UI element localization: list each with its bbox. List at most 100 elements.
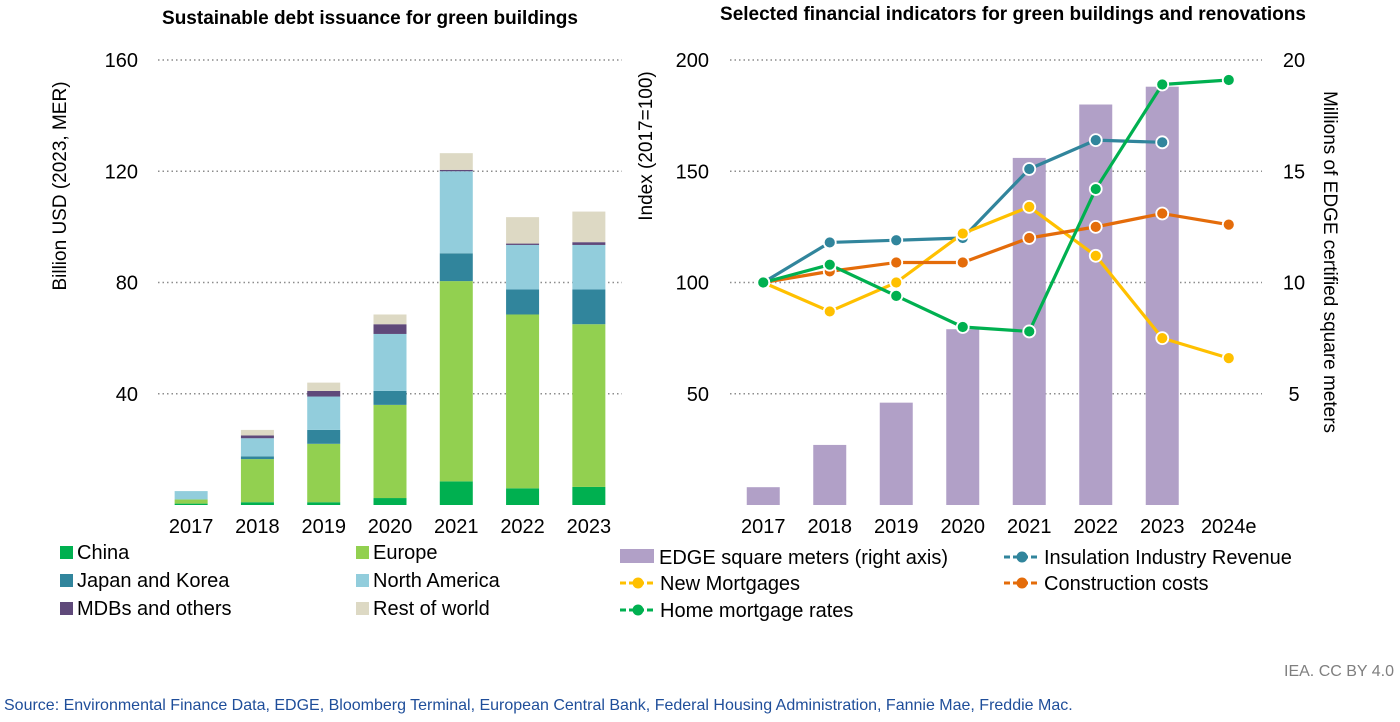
line-home-mortgage-rates [762,78,1229,334]
bar-europe-2021 [439,281,473,482]
right-chart: Selected financial indicators for green … [620,4,1340,622]
bar-edge-square-meters-2019 [879,402,913,505]
left-y-tick-80: 80 [116,273,138,295]
point-insulation-industry-revenue-2021 [1022,162,1037,176]
bar-north-america-2018 [240,438,274,457]
bar-edge-square-meters-2018 [813,444,847,505]
point-construction-costs-2023 [1155,206,1170,221]
legend-label-mdbs-and-others: MDBs and others [77,598,232,620]
bar-china-2022 [506,488,540,505]
left-x-tick-2017: 2017 [169,516,214,538]
left-x-tick-2023: 2023 [567,516,612,538]
legend-marker-home-mortgage-rates [632,604,644,616]
bar-rest-of-world-2021 [439,153,473,170]
left-x-ticks: 2017 2018 2019 2020 2021 2022 2023 [169,516,611,538]
bar-europe-2023 [572,324,606,487]
right-y-tick-150: 150 [676,161,709,183]
right-x-tick-2024e: 2024e [1201,516,1257,538]
point-new-mortgages-2020 [955,226,970,241]
legend-swatch-edge-square-meters [620,549,654,563]
bar-north-america-2022 [506,244,540,290]
bar-north-america-2019 [307,396,341,430]
bar-japan-and-korea-2022 [506,289,540,315]
bar-edge-square-meters-2022 [1079,104,1113,505]
point-construction-costs-2022 [1088,219,1103,234]
bar-china-2018 [240,502,274,505]
legend-marker-new-mortgages [632,577,644,589]
bar-north-america-2021 [439,171,473,254]
bar-japan-and-korea-2023 [572,289,606,325]
bar-china-2017 [174,503,208,505]
right-y-tick-200: 200 [676,50,709,72]
bar-china-2019 [307,502,341,505]
point-home-mortgage-rates-2021 [1022,324,1037,339]
bar-north-america-2017 [174,491,208,500]
point-construction-costs-2019 [889,255,904,270]
right-gridlines [730,59,1262,395]
point-new-mortgages-2024e [1221,351,1236,366]
legend-label-home-mortgage-rates: Home mortgage rates [660,600,853,622]
legend-label-europe: Europe [373,542,438,564]
legend-marker-construction-costs [1016,577,1028,589]
bar-rest-of-world-2022 [506,217,540,244]
bar-china-2021 [439,481,473,505]
bar-japan-and-korea-2018 [240,456,274,460]
legend-label-new-mortgages: New Mortgages [660,573,800,595]
bar-mdbs-and-others-2022 [506,243,540,245]
bar-mdbs-and-others-2023 [572,242,606,245]
credit-text: IEA. CC BY 4.0 [1284,663,1394,680]
bar-europe-2018 [240,459,274,503]
legend-swatch-japan-and-korea [60,574,73,587]
right-x-tick-2021: 2021 [1007,516,1052,538]
right-x-tick-2020: 2020 [941,516,986,538]
left-y-axis-label: Billion USD (2023, MER) [50,81,71,290]
legend-marker-insulation-industry-revenue [1016,551,1028,563]
point-insulation-industry-revenue-2019 [889,233,904,248]
point-home-mortgage-rates-2020 [955,320,970,334]
left-legend: China Europe Japan and Korea North America M… [60,542,501,620]
left-x-tick-2021: 2021 [434,516,479,538]
left-x-tick-2018: 2018 [235,516,280,538]
point-insulation-industry-revenue-2023 [1155,135,1170,150]
bar-europe-2022 [506,314,540,489]
legend-label-edge-square-meters: EDGE square meters (right axis) [659,547,948,569]
legend-label-japan-and-korea: Japan and Korea [77,570,230,592]
bar-rest-of-world-2019 [307,382,341,391]
right-chart-title: Selected financial indicators for green … [720,4,1306,25]
legend-swatch-china [60,546,73,559]
bar-mdbs-and-others-2021 [439,169,473,172]
right-secondary-y-tick-5: 5 [1288,384,1299,406]
right-y-tick-50: 50 [687,384,709,406]
point-construction-costs-2021 [1022,231,1037,245]
legend-label-insulation-industry-revenue: Insulation Industry Revenue [1044,547,1292,569]
point-home-mortgage-rates-2017 [756,275,771,290]
left-chart-title: Sustainable debt issuance for green buil… [162,8,578,29]
point-new-mortgages-2021 [1022,199,1037,214]
point-home-mortgage-rates-2024e [1221,73,1236,87]
legend-label-china: China [77,542,130,564]
bar-japan-and-korea-2021 [439,253,473,282]
point-home-mortgage-rates-2018 [822,257,837,272]
legend-swatch-rest-of-world [356,602,369,615]
bar-mdbs-and-others-2019 [307,390,341,397]
bar-europe-2019 [307,443,341,503]
left-x-tick-2022: 2022 [500,516,545,538]
bar-north-america-2020 [373,333,407,391]
right-secondary-y-tick-20: 20 [1283,50,1305,72]
source-text: Source: Environmental Finance Data, EDGE… [4,697,1073,714]
right-secondary-y-ticks: 5 10 15 20 [1283,50,1305,406]
point-construction-costs-2020 [955,255,970,270]
point-new-mortgages-2022 [1088,248,1103,263]
left-gridlines [158,59,622,395]
bar-europe-2017 [174,499,208,504]
point-new-mortgages-2019 [889,275,904,290]
point-construction-costs-2024e [1221,217,1236,232]
line-new-mortgages [762,205,1230,360]
right-x-tick-2019: 2019 [874,516,919,538]
right-secondary-y-tick-15: 15 [1283,161,1305,183]
bar-mdbs-and-others-2018 [240,435,274,439]
legend-label-north-america: North America [373,570,501,592]
right-bars [746,86,1179,505]
left-x-tick-2020: 2020 [368,516,413,538]
left-y-tick-40: 40 [116,384,138,406]
